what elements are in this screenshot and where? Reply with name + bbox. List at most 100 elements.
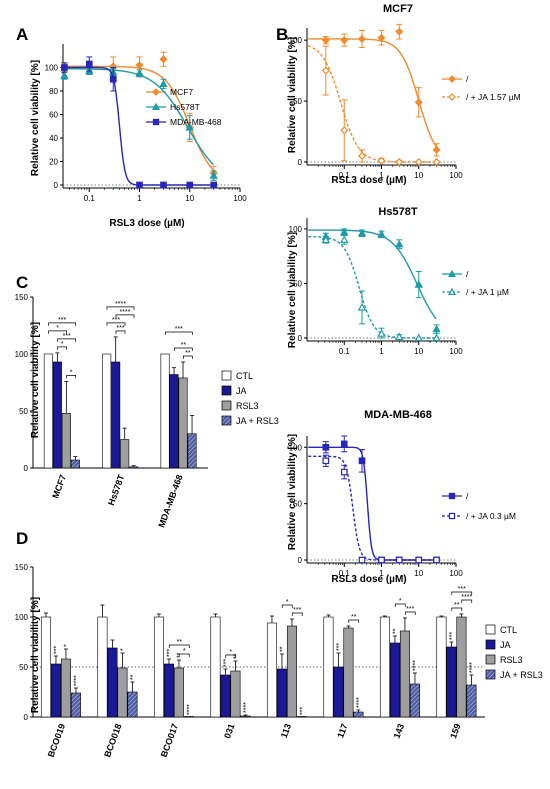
chart0-series-2-point: [61, 64, 68, 71]
chart0-series-1-point: [185, 122, 194, 131]
chart5-bar-1: [163, 663, 174, 718]
chart4-bracket: [115, 314, 135, 318]
chart5-bracket: [168, 644, 190, 648]
chart5-bar-3: [240, 715, 251, 718]
chart5-bar-2: [286, 625, 297, 718]
chart1-series-1-point: [432, 157, 441, 167]
chart4-bracket-stars: ***: [112, 317, 120, 324]
chart5-bracket: [461, 599, 473, 603]
chart-title-mcf7: MCF7: [383, 3, 413, 15]
chart4-bar-2: [178, 377, 188, 469]
chart5-bracket-stars: ****: [461, 594, 472, 601]
chart5-bar-0: [97, 616, 108, 718]
chart2-series-0-point: [414, 280, 423, 288]
chart4-bracket-stars: *: [70, 369, 73, 376]
chart5-bracket-stars: **: [177, 639, 183, 646]
chart4-bracket: [48, 322, 77, 326]
chart2-series-0-point: [357, 228, 367, 237]
chart5-category-label: 159: [448, 722, 463, 740]
chart5-bar-1: [276, 668, 287, 718]
chart5-bracket: [291, 612, 303, 616]
chart0-series-2-point: [85, 60, 93, 68]
chart5-bracket: [451, 591, 473, 595]
chart5-significance-stars: ****: [186, 704, 193, 715]
chart5-bracket-stars: *: [229, 649, 232, 656]
chart5-bar-1: [446, 646, 457, 718]
chart3-series-0-point: [322, 443, 330, 451]
chart4-bar-3: [187, 433, 197, 469]
chart2-y-tick-label: 50: [293, 279, 302, 288]
chart3-legend-label-1: / + JA 0.3 µM: [466, 511, 516, 521]
chart3-series-1-point: [358, 556, 366, 564]
chart2-series-0-fit-line: [308, 229, 437, 320]
chart0-series-0-point: [159, 55, 168, 64]
chart5-significance-stars: ****: [412, 660, 419, 671]
chart2-series-1-point: [377, 329, 386, 337]
chart2-series-1-point: [357, 303, 367, 311]
x-axis-label-b1: RSL3 dose (µM): [331, 175, 406, 186]
chart4-y-tick-label: 0: [24, 464, 29, 473]
chart2-y-tick-label: 0: [298, 334, 303, 343]
chart4-category-label: MDA-MB-468: [156, 473, 184, 529]
x-axis-label-a: RSL3 dose (µM): [109, 218, 184, 229]
chart0-x-tick-label: 100: [233, 194, 247, 203]
chart5-bar-1: [333, 666, 344, 718]
chart5-bar-2: [173, 667, 184, 718]
chart2-series-1-point: [432, 333, 441, 342]
chart5-bar-1: [220, 674, 231, 718]
chart4-bracket-stars: ***: [116, 325, 124, 332]
chart5-bar-0: [210, 616, 221, 718]
chart2-x-tick-label: 1: [379, 347, 384, 356]
chart5-bar-3: [183, 716, 194, 718]
chart3-y-tick-label: 50: [293, 500, 302, 509]
y-axis-label-c: Relative cell viability [%]: [30, 322, 41, 438]
chart0-series-2-point: [136, 181, 143, 189]
chart5-significance-stars: ***: [166, 649, 173, 657]
chart3-series-0-point: [340, 440, 348, 448]
chart5-bar-0: [379, 616, 390, 718]
chart-title-mdamb468: MDA-MB-468: [364, 409, 432, 421]
chart5-bar-2: [60, 658, 71, 718]
chart0-legend-marker-1: [151, 102, 161, 111]
chart2-x-tick-label: 10: [414, 347, 423, 356]
chart4-category-label: MCF7: [50, 473, 68, 499]
chart4-y-tick-label: 50: [19, 407, 28, 416]
chart2-series-1-point: [340, 235, 349, 243]
chart5-significance-stars: ***: [449, 632, 456, 640]
chart1-series-1-point: [321, 66, 330, 75]
chart3-series-1-point: [415, 556, 423, 564]
chart2-x-tick-label: 0.1: [339, 347, 351, 356]
chart1-series-0-point: [432, 145, 441, 154]
chart5-significance-stars: ****: [469, 662, 476, 673]
chart4-bracket: [66, 375, 77, 379]
chart4-bar-0: [43, 353, 53, 469]
chart3-series-1-point: [340, 468, 348, 476]
chart0-legend-marker-0: [152, 88, 160, 96]
chart0-series-1-point: [209, 171, 218, 179]
chart2-series-0-point: [377, 229, 386, 238]
chart3-y-tick-label: 0: [298, 556, 303, 565]
chart3-x-tick-label: 1: [379, 569, 384, 578]
y-axis-label-d: Relative cell viability [%]: [30, 597, 41, 713]
chart0-legend-marker-2: [152, 118, 160, 126]
chart3-legend-marker-1: [448, 512, 456, 520]
chart0-legend-label-0: MCF7: [170, 87, 193, 97]
chart1-series-0-point: [414, 98, 423, 107]
chart5-bracket-stars: ***: [293, 607, 301, 614]
chart5-significance-stars: ***: [53, 646, 60, 654]
chart-title-hs578t: Hs578T: [378, 206, 417, 218]
chart4-bracket: [115, 330, 126, 334]
chart0-x-tick-label: 1: [137, 194, 142, 203]
chart5-significance-stars: ***: [299, 707, 306, 715]
chart5-bar-1: [389, 642, 400, 718]
chart5-bar-3: [353, 711, 364, 718]
chart5-bar-3: [127, 691, 138, 718]
chart2-legend-marker-1: [447, 287, 457, 295]
chart2-series-1-point: [395, 332, 404, 341]
y-axis-label-b1: Relative cell viability [%]: [287, 37, 298, 153]
chart3-legend-label-0: /: [466, 491, 469, 501]
chart2-legend-label-0: /: [466, 269, 469, 279]
chart5-bar-2: [399, 630, 410, 718]
chart0-x-tick-label: 10: [185, 194, 194, 203]
